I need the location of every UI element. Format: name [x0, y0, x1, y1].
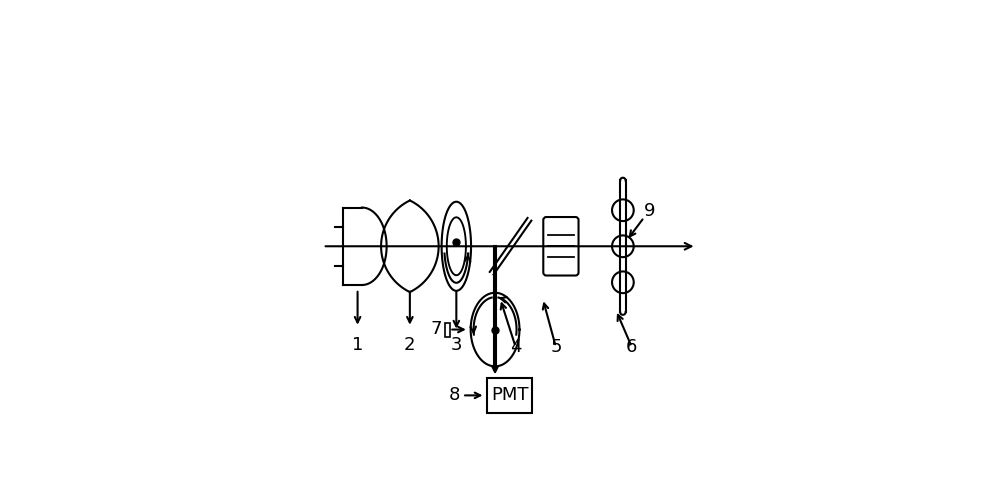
Text: 9: 9 — [643, 202, 655, 220]
Text: 5: 5 — [550, 338, 562, 356]
Text: 8: 8 — [449, 386, 460, 404]
Text: 3: 3 — [451, 336, 462, 354]
Text: 2: 2 — [404, 336, 416, 354]
Bar — [445, 322, 450, 337]
Text: PMT: PMT — [491, 386, 528, 404]
Text: 7: 7 — [430, 320, 442, 338]
Bar — [487, 378, 532, 413]
Text: 6: 6 — [626, 338, 637, 356]
Text: 1: 1 — [352, 336, 363, 354]
Text: 4: 4 — [510, 338, 521, 356]
